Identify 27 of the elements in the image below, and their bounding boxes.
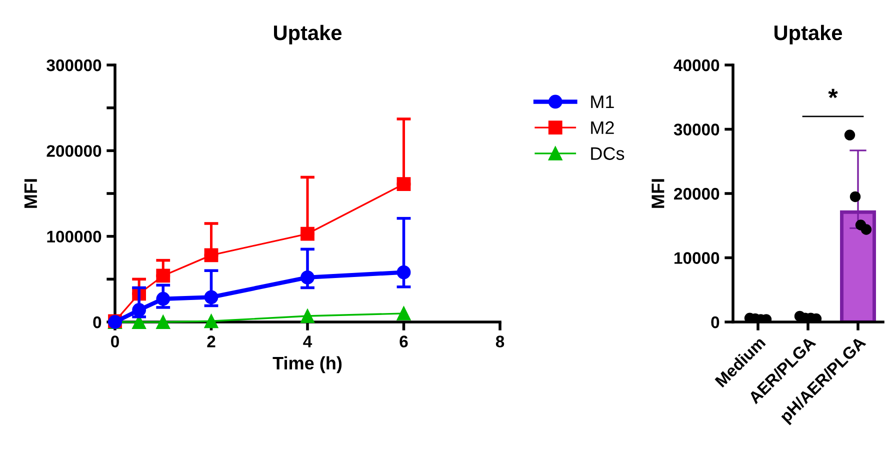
chart-title: Uptake xyxy=(774,24,842,44)
point xyxy=(156,315,170,329)
x-tick-label: 8 xyxy=(496,336,504,348)
y-axis-title: MFI xyxy=(24,179,37,208)
annotation: * xyxy=(828,88,838,98)
x-tick-label: 4 xyxy=(303,336,312,348)
x-tick-label: 0 xyxy=(111,336,119,348)
y-tick-label: 300000 xyxy=(46,59,102,72)
y-tick-label: 200000 xyxy=(46,145,102,157)
x-tick-label: 2 xyxy=(207,336,216,348)
x-axis-title: Time (h) xyxy=(272,356,342,374)
x-tick-label: 6 xyxy=(400,336,408,348)
legend-label: M2 xyxy=(591,121,614,134)
y-tick-label: 0 xyxy=(711,316,720,328)
y-tick-label: 10000 xyxy=(674,252,720,264)
y-tick-label: 0 xyxy=(93,316,102,328)
y-tick-label: 100000 xyxy=(47,230,102,243)
point xyxy=(300,309,314,323)
y-tick-label: 40000 xyxy=(674,59,720,72)
chart-title: Uptake xyxy=(274,24,342,44)
y-axis-title: MFI xyxy=(652,179,664,208)
point xyxy=(204,314,218,328)
legend-label: DCs xyxy=(591,147,624,160)
y-tick-label: 20000 xyxy=(674,188,720,200)
point xyxy=(396,306,411,320)
legend-label: M1 xyxy=(591,96,614,108)
y-tick-label: 30000 xyxy=(674,124,720,136)
